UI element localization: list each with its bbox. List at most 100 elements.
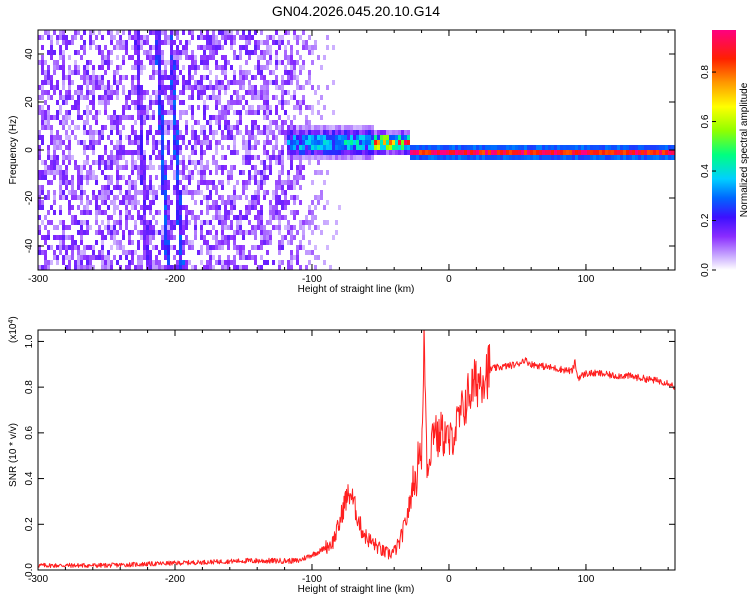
heatmap-cell — [206, 35, 209, 40]
heatmap-cell — [59, 165, 62, 170]
heatmap-cell — [44, 225, 47, 230]
heatmap-cell — [149, 185, 152, 190]
heatmap-cell — [266, 45, 269, 50]
heatmap-cell — [80, 260, 83, 265]
heatmap-cell — [137, 75, 140, 80]
heatmap-cell — [266, 235, 269, 240]
heatmap-cell — [95, 200, 98, 205]
heatmap-cell — [209, 115, 212, 120]
heatmap-cell — [554, 150, 557, 155]
heatmap-cell — [143, 40, 146, 45]
heatmap-cell — [101, 60, 104, 65]
heatmap-cell — [155, 130, 158, 135]
heatmap-cell — [86, 75, 89, 80]
heatmap-cell — [395, 150, 398, 155]
heatmap-cell — [332, 140, 335, 145]
heatmap-cell — [311, 220, 314, 225]
heatmap-cell — [128, 55, 131, 60]
heatmap-cell — [122, 165, 125, 170]
heatmap-cell — [167, 185, 170, 190]
heatmap-cell — [176, 180, 179, 185]
heatmap-cell — [89, 135, 92, 140]
heatmap-cell — [89, 245, 92, 250]
heatmap-cell — [356, 135, 359, 140]
heatmap-cell — [113, 225, 116, 230]
snr-series-line — [38, 330, 675, 569]
heatmap-cell — [83, 50, 86, 55]
heatmap-cell — [317, 255, 320, 260]
heatmap-cell — [359, 145, 362, 150]
heatmap-cell — [401, 140, 404, 145]
heatmap-cell — [182, 175, 185, 180]
heatmap-cell — [287, 30, 290, 35]
heatmap-cell — [134, 35, 137, 40]
heatmap-cell — [224, 70, 227, 75]
heatmap-cell — [296, 40, 299, 45]
heatmap-cell — [92, 130, 95, 135]
heatmap-cell — [125, 135, 128, 140]
snr-multiplier-label: (x104) — [8, 316, 20, 343]
heatmap-cell — [455, 155, 458, 160]
heatmap-cell — [140, 205, 143, 210]
heatmap-cell — [269, 170, 272, 175]
snr-panel: -300 -200 -100 0 100 0.00.20.40.60.81.0 Heig… — [8, 316, 676, 595]
heatmap-cell — [203, 100, 206, 105]
heatmap-cell — [173, 40, 176, 45]
heatmap-cell — [563, 155, 566, 160]
heatmap-cell — [65, 180, 68, 185]
heatmap-cell — [68, 180, 71, 185]
heatmap-cell — [245, 185, 248, 190]
heatmap-cell — [314, 225, 317, 230]
heatmap-cell — [191, 110, 194, 115]
heatmap-cell — [50, 85, 53, 90]
heatmap-cell — [200, 245, 203, 250]
heatmap-cell — [137, 70, 140, 75]
heatmap-cell — [290, 195, 293, 200]
heatmap-cell — [143, 105, 146, 110]
heatmap-cell — [47, 35, 50, 40]
heatmap-cell — [224, 120, 227, 125]
heatmap-cell — [233, 190, 236, 195]
heatmap-cell — [41, 185, 44, 190]
heatmap-cell — [140, 45, 143, 50]
heatmap-cell — [290, 235, 293, 240]
heatmap-cell — [128, 150, 131, 155]
heatmap-cell — [281, 35, 284, 40]
heatmap-cell — [44, 90, 47, 95]
heatmap-cell — [65, 170, 68, 175]
heatmap-cell — [146, 190, 149, 195]
heatmap-cell — [629, 145, 632, 150]
heatmap-cell — [404, 135, 407, 140]
heatmap-cell — [278, 220, 281, 225]
heatmap-cell — [230, 195, 233, 200]
heatmap-cell — [299, 125, 302, 130]
heatmap-cell — [200, 155, 203, 160]
colorbar-ticks: 0.00.20.40.60.8 — [700, 65, 716, 277]
heatmap-cell — [206, 245, 209, 250]
heatmap-cell — [146, 35, 149, 40]
heatmap-cell — [86, 95, 89, 100]
heatmap-cell — [467, 150, 470, 155]
heatmap-cell — [152, 145, 155, 150]
heatmap-cell — [221, 185, 224, 190]
heatmap-cell — [266, 140, 269, 145]
heatmap-x-label: Height of straight line (km) — [298, 284, 415, 295]
heatmap-cell — [140, 90, 143, 95]
heatmap-cell — [167, 130, 170, 135]
heatmap-cell — [191, 240, 194, 245]
heatmap-cell — [158, 95, 161, 100]
heatmap-cell — [38, 250, 41, 255]
heatmap-cell — [59, 195, 62, 200]
heatmap-cell — [296, 105, 299, 110]
heatmap-cell — [77, 175, 80, 180]
heatmap-cell — [287, 70, 290, 75]
heatmap-cell — [311, 215, 314, 220]
heatmap-cell — [131, 160, 134, 165]
heatmap-cell — [320, 170, 323, 175]
heatmap-cell — [65, 135, 68, 140]
heatmap-cell — [197, 140, 200, 145]
heatmap-cell — [56, 60, 59, 65]
heatmap-cell — [200, 145, 203, 150]
heatmap-cell — [95, 195, 98, 200]
heatmap-cell — [314, 135, 317, 140]
